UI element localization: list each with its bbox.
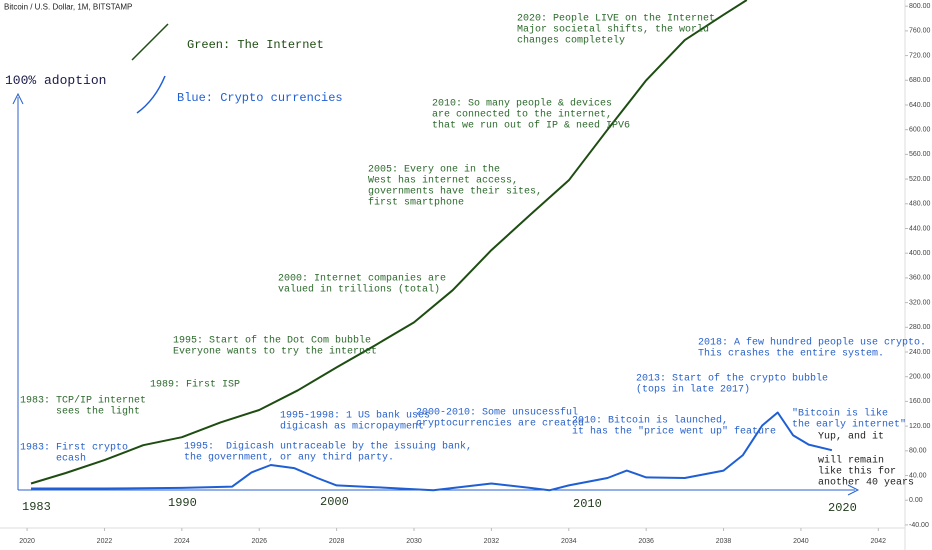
annotation: will remain [818, 455, 884, 467]
decade-label: 1983 [22, 500, 51, 514]
y-tick-label: 320.00 [909, 299, 931, 306]
annotation: 2010: Bitcoin is launched, [572, 415, 728, 427]
y-tick-label: 800.00 [909, 3, 931, 10]
y-tick-label: 720.00 [909, 52, 931, 59]
series-group [30, 0, 748, 485]
series-line [30, 0, 748, 485]
annotation: the early internet" [792, 419, 906, 431]
annotation: "Bitcoin is like [792, 408, 888, 420]
x-tick-label: 2038 [716, 538, 732, 545]
y-tick-label: 240.00 [909, 349, 931, 356]
annotation: changes completely [517, 35, 625, 47]
x-tick-label: 2022 [97, 538, 113, 545]
y-tick-label: 560.00 [909, 151, 931, 158]
y-tick-label: 160.00 [909, 398, 931, 405]
annotation: it has the "price went up" feature [572, 426, 776, 438]
annotation: are connected to the internet, [432, 109, 612, 121]
annotation: valued in trillions (total) [278, 284, 440, 296]
y-tick-label: 120.00 [909, 423, 931, 430]
annotation: 1995-1998: 1 US bank uses [280, 410, 430, 422]
legend-swatch [131, 23, 169, 61]
y-tick-label: 360.00 [909, 275, 931, 282]
time-arrow [847, 484, 860, 496]
y-tick-label: 280.00 [909, 324, 931, 331]
annotation: Everyone wants to try the internet [173, 346, 377, 358]
annotation: 2005: Every one in the [368, 164, 500, 176]
x-tick-label: 2030 [406, 538, 422, 545]
annotation: first smartphone [368, 197, 464, 209]
series-group [31, 411, 833, 492]
annotation: governments have their sites, [368, 186, 542, 198]
annotation: (tops in late 2017) [636, 384, 750, 396]
x-tick-label: 2024 [174, 538, 190, 545]
annotation: 1983: First crypto [20, 442, 128, 454]
annotation: another 40 years [818, 477, 914, 489]
decade-label: 2010 [573, 497, 602, 511]
x-tick-label: 2040 [793, 538, 809, 545]
y-tick-label: 80.00 [909, 448, 927, 455]
annotation: 1983: TCP/IP internet [20, 395, 146, 407]
x-tick-label: 2042 [871, 538, 887, 545]
decade-label: 2020 [828, 501, 857, 515]
x-tick-label: 2032 [484, 538, 500, 545]
annotation: West has internet access, [368, 175, 518, 187]
annotation: 1989: First ISP [150, 379, 240, 391]
annotation: 1995: Digicash untraceable by the issuin… [184, 441, 472, 453]
annotation: 2010: So many people & devices [432, 98, 612, 110]
x-tick-label: 2026 [251, 538, 267, 545]
y-label: 100% adoption [5, 73, 106, 88]
annotation: ecash [20, 453, 86, 465]
adoption-arrow [12, 92, 24, 105]
annotation: 2013: Start of the crypto bubble [636, 373, 828, 385]
y-tick-label: 400.00 [909, 250, 931, 257]
y-tick-label: 480.00 [909, 201, 931, 208]
y-tick-label: 440.00 [909, 225, 931, 232]
annotation: sees the light [20, 406, 140, 418]
y-tick-label: 200.00 [909, 374, 931, 381]
annotation: that we run out of IP & need IPV6 [432, 120, 630, 132]
legend-label: Green: The Internet [187, 38, 324, 52]
x-tick-label: 2034 [561, 538, 577, 545]
y-tick-label: 600.00 [909, 127, 931, 134]
chart-title: Bitcoin / U.S. Dollar, 1M, BITSTAMP [4, 3, 132, 12]
annotation: 2000-2010: Some unsucessful [416, 407, 578, 419]
annotation: Yup, and it [818, 431, 884, 443]
y-tick-label: 760.00 [909, 28, 931, 35]
annotation: like this for [818, 466, 896, 478]
y-tick-label: 40.00 [909, 472, 927, 479]
annotation: Major societal shifts, the world [517, 24, 709, 36]
x-tick-label: 2036 [638, 538, 654, 545]
y-tick-label: 520.00 [909, 176, 931, 183]
y-tick-label: 640.00 [909, 102, 931, 109]
x-tick-label: 2020 [19, 538, 35, 545]
series-line [31, 411, 833, 492]
annotation: digicash as micropayment [280, 421, 424, 433]
decade-label: 2000 [320, 495, 349, 509]
y-tick-label: 680.00 [909, 77, 931, 84]
annotation: 2018: A few hundred people use crypto. [698, 337, 926, 349]
y-tick-label: 0.00 [909, 497, 923, 504]
legend-swatch [136, 75, 166, 114]
decade-label: 1990 [168, 496, 197, 510]
x-tick-label: 2028 [329, 538, 345, 545]
legend-label: Blue: Crypto currencies [177, 91, 343, 105]
annotation: 1995: Start of the Dot Com bubble [173, 335, 371, 347]
y-tick-label: -40.00 [909, 522, 929, 529]
annotation: cryptocurrencies are created [416, 418, 584, 430]
annotation: 2020: People LIVE on the Internet [517, 13, 715, 25]
annotation: 2000: Internet companies are [278, 273, 446, 285]
annotation: This crashes the entire system. [698, 348, 884, 360]
annotation: the government, or any third party. [184, 452, 394, 464]
